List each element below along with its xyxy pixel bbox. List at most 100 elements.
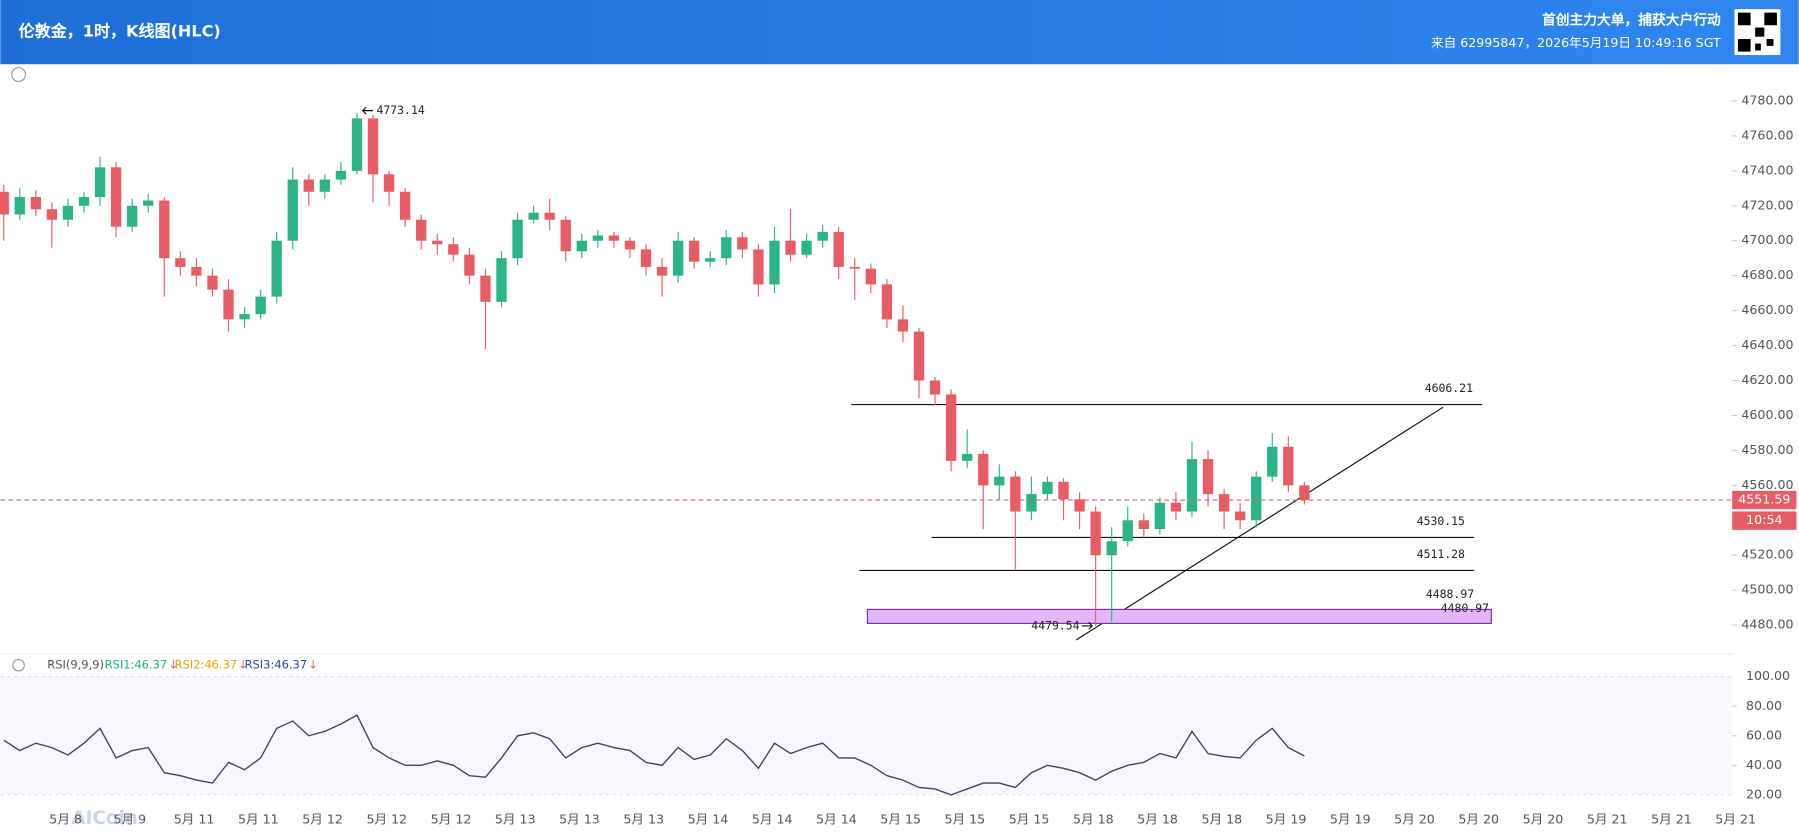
y-tick-label: 4720.00 [1741, 197, 1793, 212]
candle-body [769, 240, 780, 285]
candle-body [287, 179, 298, 241]
y-tick-label: 4700.00 [1741, 232, 1793, 247]
candle-body [1251, 476, 1262, 521]
candle-body [560, 219, 571, 252]
candle-body [0, 191, 9, 215]
x-tick-label: 5月 14 [752, 812, 793, 827]
candle-body [399, 191, 411, 220]
x-tick-label: 5月 19 [1330, 812, 1371, 827]
x-tick-label: 5月 18 [1137, 812, 1178, 827]
candle-body [30, 197, 41, 210]
rsi-collapse[interactable] [12, 658, 25, 672]
candle-body [367, 118, 379, 175]
candle-body [46, 209, 58, 220]
candle-body [464, 254, 475, 276]
rsi-band [0, 676, 1733, 795]
candle-body [978, 453, 989, 486]
candle-body [383, 174, 395, 192]
candle-body [705, 258, 716, 262]
zone-label: 4480.97 [1441, 601, 1489, 615]
x-tick-label: 5月 13 [559, 812, 600, 827]
y-tick-label: 4600.00 [1741, 407, 1793, 422]
x-tick-label: 5月 12 [431, 812, 472, 827]
candle-body [127, 205, 138, 227]
rsi-arrow: ↓ [238, 658, 248, 672]
y-tick-label: 4500.00 [1741, 582, 1793, 597]
promo: 首创主力大单，捕获大户行动 [1542, 12, 1721, 29]
rsi-label: RSI(9,9,9) [47, 658, 104, 672]
header [0, 0, 1799, 65]
rsi-legend: RSI1:46.37 [105, 658, 168, 672]
y-tick-label: 4640.00 [1741, 337, 1793, 352]
candle-body [512, 219, 523, 259]
y-tick-label: 4560.00 [1741, 477, 1793, 492]
y-tick-label: 4580.00 [1741, 442, 1793, 457]
x-tick-label: 5月 14 [816, 812, 857, 827]
candle-body [962, 453, 973, 461]
candle-body [817, 231, 828, 241]
candle-body [833, 231, 844, 267]
high-arrow [361, 106, 374, 115]
zone [866, 608, 1492, 624]
candle-body [1106, 541, 1117, 556]
x-tick-label: 5月 8 [49, 812, 82, 827]
qr-code [1734, 9, 1781, 56]
candle-body [897, 319, 909, 332]
candle-body [1058, 481, 1069, 500]
candle-body [207, 275, 218, 290]
trend-line [1075, 406, 1444, 641]
candle-body [608, 235, 620, 241]
candle-body [1234, 511, 1246, 521]
candle-body [62, 205, 74, 220]
candle-body [544, 212, 555, 220]
candle-body [721, 237, 732, 259]
candle-body [223, 289, 234, 320]
candle-body [528, 212, 539, 220]
x-tick-label: 5月 12 [302, 812, 343, 827]
x-tick-label: 5月 14 [688, 812, 729, 827]
candle-body [480, 275, 491, 302]
x-tick-label: 5月 9 [114, 812, 147, 827]
candle-body [640, 249, 652, 267]
candle-body [785, 240, 796, 255]
candle-body [1026, 494, 1037, 512]
candle-body [1218, 494, 1230, 512]
collapse-icon[interactable] [11, 67, 27, 83]
candle-body [303, 179, 314, 192]
candle-body [801, 240, 812, 255]
x-tick-label: 5月 11 [238, 812, 279, 827]
y-tick-label: 4780.00 [1741, 92, 1793, 107]
candle-body [672, 240, 684, 276]
rsi-tick-label: 100.00 [1746, 668, 1790, 683]
candle-body [865, 268, 876, 285]
candle-body [1090, 511, 1101, 556]
countdown: 10:54 [1746, 512, 1782, 527]
price-box [1732, 490, 1797, 510]
rsi-tick-label: 40.00 [1746, 757, 1782, 772]
rsi-tick-label: 80.00 [1746, 698, 1782, 713]
x-tick-label: 5月 21 [1651, 812, 1692, 827]
candle-body [945, 394, 957, 461]
candle-body [881, 284, 893, 320]
y-tick-label: 4760.00 [1741, 127, 1793, 142]
candle-body [432, 240, 443, 245]
candle-body [624, 240, 636, 250]
candle-body [1154, 502, 1166, 530]
x-tick-label: 5月 21 [1587, 812, 1628, 827]
candle-body [689, 240, 700, 262]
x-tick-label: 5月 19 [1266, 812, 1307, 827]
candle-body [1074, 499, 1085, 512]
watermark: AICoin [71, 808, 137, 829]
candle-body [94, 167, 106, 198]
candle-body [1122, 520, 1133, 542]
candle-body [1186, 459, 1198, 512]
rsi-tick-label: 60.00 [1746, 727, 1782, 742]
candle-body [448, 244, 459, 255]
y-tick-label: 4620.00 [1741, 372, 1793, 387]
candle-body [110, 167, 122, 227]
candle-body [737, 237, 748, 250]
candle-body [239, 314, 250, 320]
candle-body [319, 179, 331, 192]
candle-body [1283, 446, 1294, 486]
